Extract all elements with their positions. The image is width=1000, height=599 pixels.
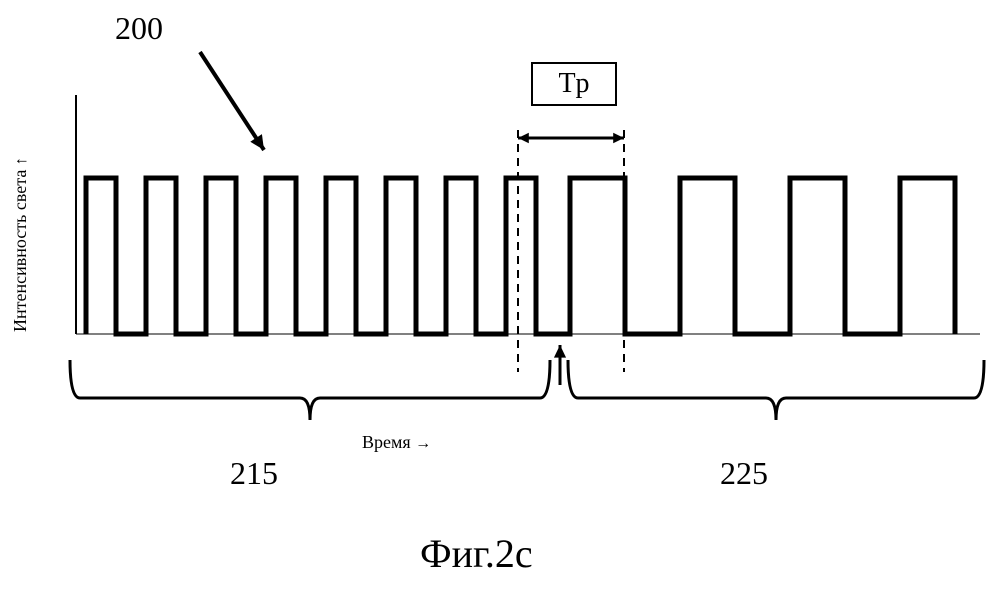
figure-svg bbox=[0, 0, 1000, 599]
y-axis-label: Интенсивность света ↑ bbox=[10, 157, 31, 332]
left-group-label: 215 bbox=[230, 455, 278, 492]
pulse-period-label: Tp bbox=[558, 68, 589, 100]
reference-number: 200 bbox=[115, 10, 163, 47]
figure-2c: { "figure": { "ref_number": "200", "puls… bbox=[0, 0, 1000, 599]
right-group-label: 225 bbox=[720, 455, 768, 492]
figure-caption: Фиг.2c bbox=[420, 530, 533, 577]
x-axis-label: Время → bbox=[362, 432, 431, 453]
tp-box: Tp bbox=[531, 62, 617, 106]
